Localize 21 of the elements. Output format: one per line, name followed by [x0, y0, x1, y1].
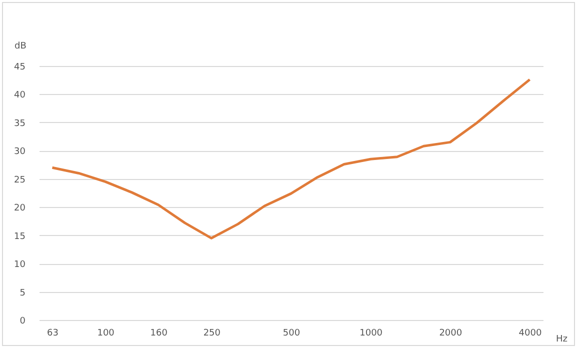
y-tick-label: 15 [14, 232, 26, 242]
x-tick-label: 100 [97, 328, 115, 338]
y-tick-label: 0 [20, 316, 26, 326]
x-tick-label: 500 [282, 328, 300, 338]
y-tick-label: 40 [14, 90, 26, 101]
y-tick-label: 5 [20, 288, 26, 298]
x-tick-label: 1000 [360, 328, 383, 338]
y-tick-label: 30 [14, 147, 26, 158]
y-tick-label: 45 [14, 62, 26, 72]
y-tick-label: 10 [14, 260, 26, 270]
x-tick-label: 4000 [518, 328, 542, 338]
x-tick-label: 250 [203, 328, 221, 338]
x-axis-title: Hz [556, 334, 568, 344]
y-axis-title: dB [14, 42, 26, 52]
line-series [51, 78, 531, 240]
x-tick-label: 160 [150, 328, 168, 338]
y-tick-label: 35 [14, 118, 26, 129]
x-tick-label: 63 [47, 328, 58, 338]
y-tick-label: 20 [14, 204, 26, 214]
x-tick-label: 2000 [439, 328, 462, 338]
y-tick-label: 25 [14, 175, 26, 186]
